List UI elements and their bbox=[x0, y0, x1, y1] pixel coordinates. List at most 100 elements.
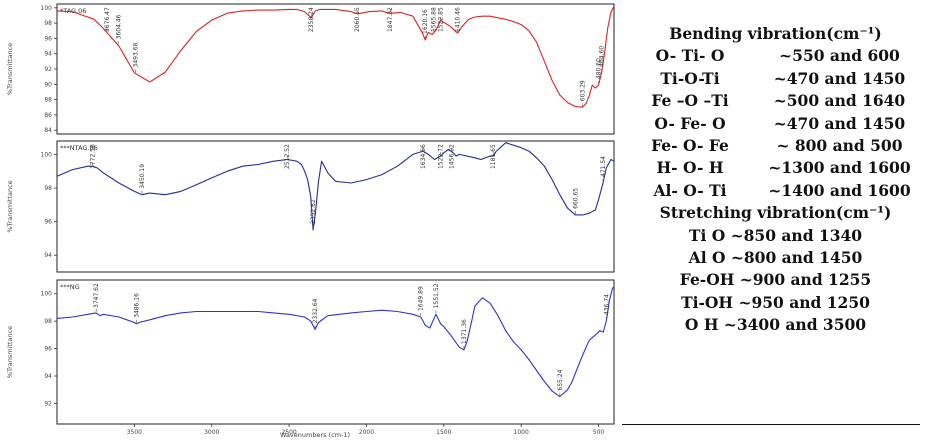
peak-label: 1565.88 bbox=[431, 7, 438, 32]
y-tick-label: 100 bbox=[41, 291, 53, 298]
bending-row: H- O- H ~1300 and 1600 bbox=[626, 158, 925, 180]
peak-label: 3747.62 bbox=[93, 283, 100, 308]
x-tick-label: 2500 bbox=[281, 429, 296, 436]
y-tick-label: 88 bbox=[44, 97, 52, 104]
y-tick-label: 92 bbox=[44, 400, 52, 407]
panel-frame bbox=[56, 140, 615, 273]
bending-header: Bending vibration(cm⁻¹) bbox=[669, 24, 882, 43]
peak-label: 2060.15 bbox=[354, 7, 361, 32]
bond-name: O- Ti- O bbox=[655, 46, 725, 66]
bond-value: ~550 and 600 bbox=[779, 46, 900, 66]
peak-label: 655.24 bbox=[557, 369, 564, 390]
bending-row: O- Fe- O ~470 and 1450 bbox=[626, 114, 925, 136]
table-bottom-rule bbox=[622, 424, 920, 425]
spectrum-line bbox=[56, 286, 615, 398]
sample-label: ***NG bbox=[60, 283, 80, 291]
y-tick-label: 94 bbox=[44, 51, 52, 58]
peak-label: 2352.62 bbox=[310, 199, 317, 224]
peak-label: 1551.52 bbox=[433, 283, 440, 308]
bond-name: H- O- H bbox=[656, 158, 724, 178]
y-tick-label: 98 bbox=[44, 318, 52, 325]
y-tick-label: 86 bbox=[44, 112, 52, 119]
peak-label: 603.29 bbox=[580, 80, 587, 101]
y-tick-label: 96 bbox=[44, 346, 52, 353]
bond-name: Fe –O –Ti bbox=[651, 91, 729, 111]
bending-row: Fe- O- Fe ~ 800 and 500 bbox=[626, 136, 925, 158]
x-axis: 3500 3000 2500 2000 1500 1000 500 bbox=[127, 424, 605, 436]
peak-label: 3676.47 bbox=[104, 7, 111, 32]
peak-label: 660.65 bbox=[572, 188, 579, 209]
peak-label: 1847.32 bbox=[387, 7, 394, 32]
panel-frame bbox=[56, 3, 615, 135]
sample-label: ***NTAG.06 bbox=[60, 144, 98, 152]
stretching-row: Ti O ~850 and 1340 bbox=[688, 225, 863, 245]
x-tick-label: 1500 bbox=[436, 429, 451, 436]
bond-value: ~ 800 and 500 bbox=[776, 135, 903, 155]
bending-row: O- Ti- O ~550 and 600 bbox=[626, 46, 925, 68]
x-tick-label: 2000 bbox=[359, 429, 374, 436]
y-tick-label: 98 bbox=[44, 185, 52, 192]
peak-label: 3450.19 bbox=[139, 164, 146, 189]
bond-name: Al- O- Ti bbox=[653, 180, 727, 200]
peak-label: 2332.64 bbox=[312, 298, 319, 323]
stretching-row: Ti-OH ~950 and 1250 bbox=[681, 292, 870, 312]
bond-value: ~1300 and 1600 bbox=[768, 158, 911, 178]
peak-label: 471.54 bbox=[600, 156, 607, 177]
bond-name: Ti-O-Ti bbox=[660, 68, 720, 88]
bond-name: O- Fe- O bbox=[654, 113, 726, 133]
peak-label: 1410.46 bbox=[455, 7, 462, 32]
x-tick-label: 500 bbox=[593, 429, 605, 436]
spectrum-panel-top: 100 98 96 94 92 90 88 86 84 %Transmittance *TAG.06… bbox=[6, 3, 615, 135]
peak-label: 1371.36 bbox=[461, 319, 468, 344]
y-tick-label: 96 bbox=[44, 35, 52, 42]
peak-label: 2512.52 bbox=[284, 144, 291, 169]
bending-row: Al- O- Ti ~1400 and 1600 bbox=[626, 181, 925, 203]
bending-row: Ti-O-Ti ~470 and 1450 bbox=[626, 69, 925, 91]
spectrum-panel-middle: 100 98 96 94 %Transmittance ***NTAG.063772.56… bbox=[6, 140, 615, 273]
peak-label: 436.74 bbox=[603, 294, 610, 315]
y-tick-label: 96 bbox=[44, 219, 52, 226]
peak-label: 1649.89 bbox=[418, 286, 425, 311]
peak-label: 3486.16 bbox=[134, 293, 141, 318]
bond-value: ~470 and 1450 bbox=[773, 68, 906, 88]
stretching-row: Al O ~800 and 1450 bbox=[688, 247, 863, 267]
y-tick-label: 92 bbox=[44, 66, 52, 73]
bond-value: ~1400 and 1600 bbox=[768, 180, 911, 200]
y-tick-label: 84 bbox=[44, 127, 52, 134]
bond-value: ~470 and 1450 bbox=[773, 113, 906, 133]
peak-label: 2358.24 bbox=[308, 7, 315, 32]
y-tick-label: 98 bbox=[44, 20, 52, 27]
bending-row: Fe –O –Ti ~500 and 1640 bbox=[626, 91, 925, 113]
peak-label: 464.60 bbox=[599, 46, 606, 67]
peak-label: 1634.66 bbox=[420, 144, 427, 169]
spectrum-panel-bottom: 100 98 96 94 92 %Transmittance ***NG 3747.62 348… bbox=[6, 279, 615, 425]
x-tick-label: 3000 bbox=[204, 429, 219, 436]
peak-label: 1181.65 bbox=[490, 144, 497, 169]
sample-label: *TAG.06 bbox=[60, 7, 86, 15]
ftir-spectra-chart: 100 98 96 94 92 90 88 86 84 %Transmittance *TAG.06… bbox=[6, 3, 615, 439]
peak-label: 3493.68 bbox=[132, 42, 139, 67]
peak-label: 3604.46 bbox=[115, 14, 122, 39]
y-tick-label: 100 bbox=[41, 151, 53, 158]
spectrum-line bbox=[56, 6, 615, 108]
stretching-row: O H ~3400 and 3500 bbox=[684, 315, 867, 335]
y-tick-label: 100 bbox=[41, 5, 53, 12]
peak-label: 1620.16 bbox=[422, 9, 429, 34]
bond-value: ~500 and 1640 bbox=[773, 91, 906, 111]
bond-name: Fe- O- Fe bbox=[651, 135, 729, 155]
y-tick-label: 94 bbox=[44, 252, 52, 259]
spectra-panels: 100 98 96 94 92 90 88 86 84 %Transmittance *TAG.06… bbox=[6, 3, 615, 425]
y-axis-title: %Transmittance bbox=[6, 43, 14, 95]
stretching-header: Stretching vibration(cm⁻¹) bbox=[659, 203, 892, 223]
y-axis-title: %Transmittance bbox=[6, 180, 14, 232]
peak-label: 1456.02 bbox=[449, 144, 456, 169]
y-tick-label: 94 bbox=[44, 373, 52, 380]
peak-label: 1522.72 bbox=[437, 144, 444, 169]
spectrum-line bbox=[56, 142, 615, 231]
peak-label: 1522.85 bbox=[437, 7, 444, 32]
y-tick-label: 90 bbox=[44, 81, 52, 88]
vibration-table: Bending vibration(cm⁻¹) O- Ti- O ~550 and… bbox=[626, 24, 925, 337]
y-axis-title: %Transmittance bbox=[6, 326, 14, 378]
panel-frame bbox=[56, 279, 615, 425]
peak-label: 3772.56 bbox=[89, 144, 96, 169]
